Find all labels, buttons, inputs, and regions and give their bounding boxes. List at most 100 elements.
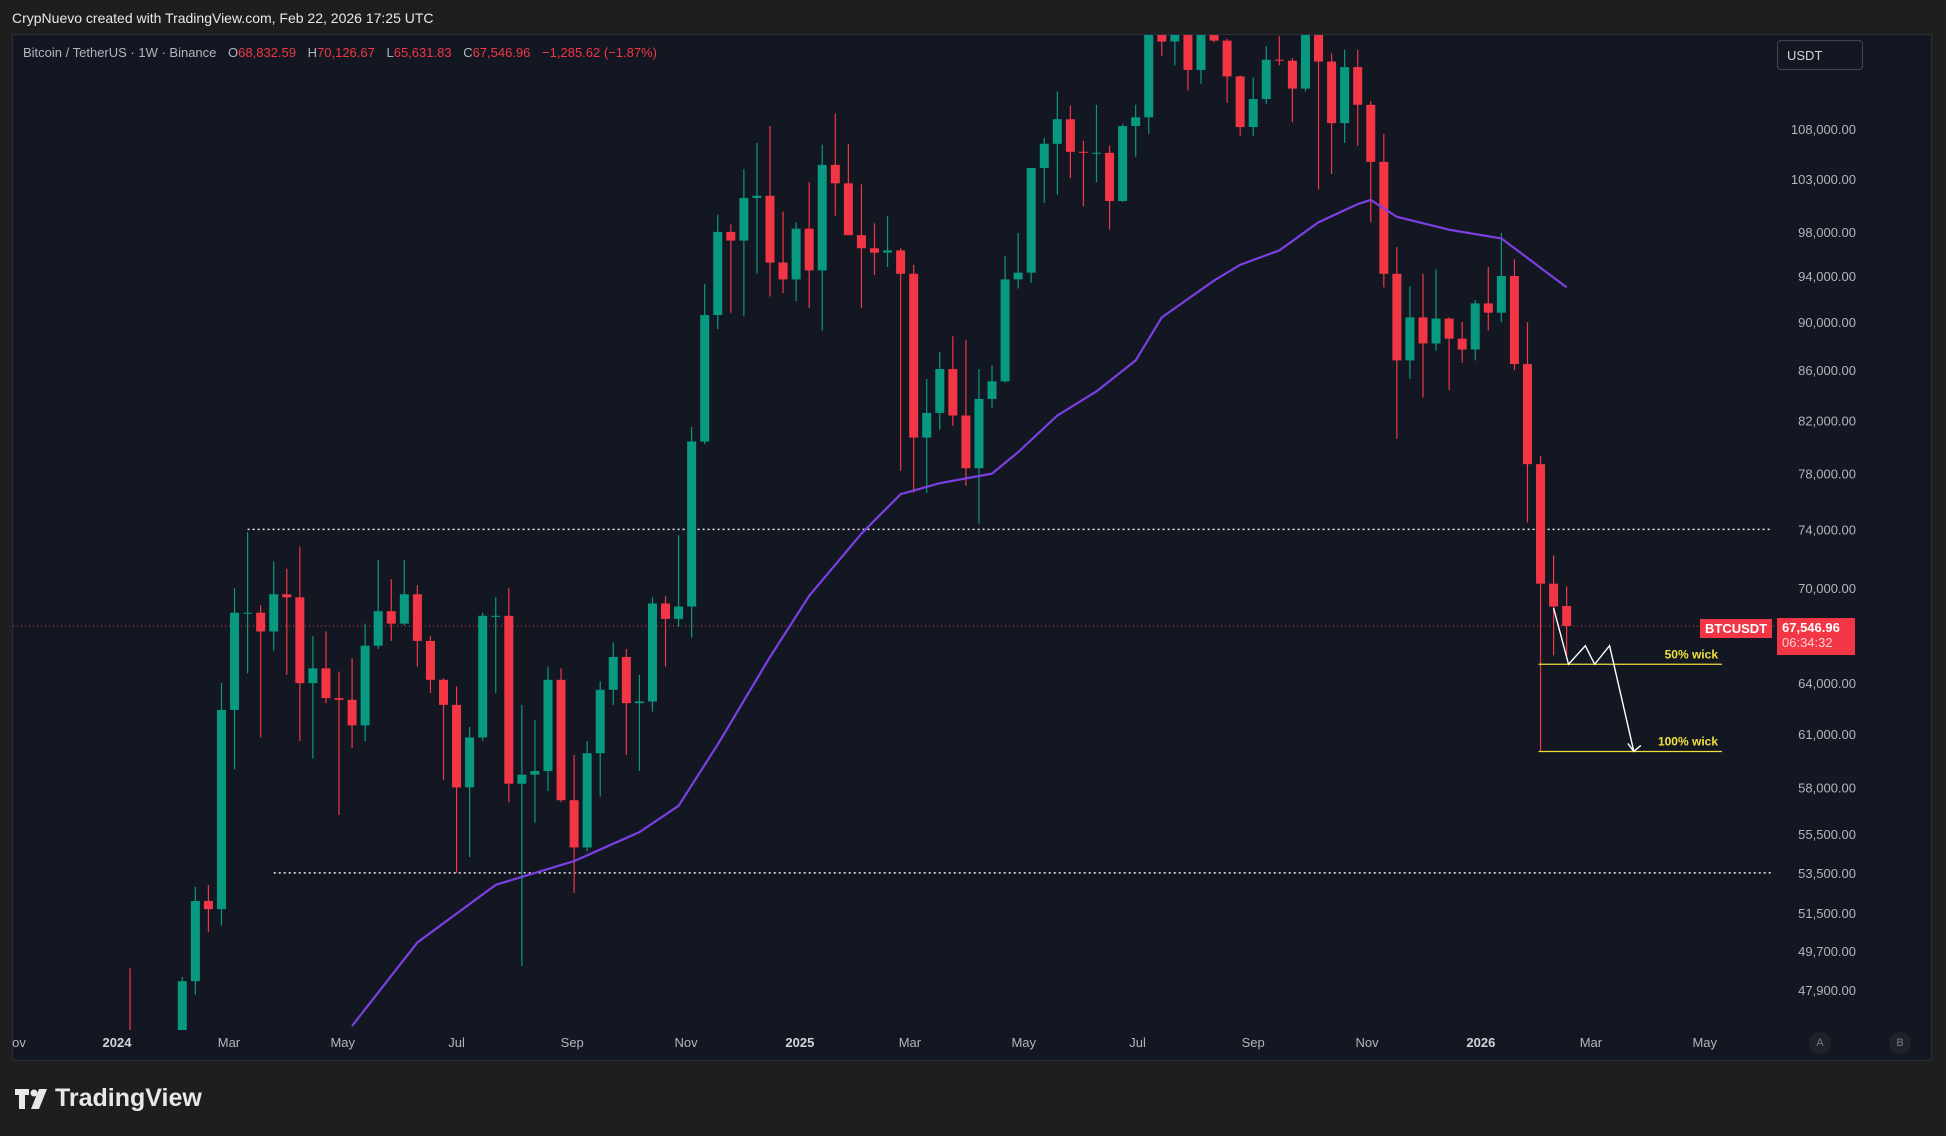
candle — [595, 681, 605, 797]
price-tick-label: 90,000.00 — [1798, 315, 1856, 330]
candle-body — [674, 606, 684, 619]
candle-body — [1274, 59, 1284, 61]
candle-body — [1196, 35, 1206, 70]
candle — [1522, 322, 1532, 523]
candle-body — [1536, 464, 1546, 584]
candle-body — [556, 679, 566, 801]
candle — [1000, 255, 1010, 383]
log-scale-button[interactable]: B — [1889, 1032, 1911, 1054]
candle-body — [282, 594, 292, 598]
price-tick-label: 82,000.00 — [1798, 414, 1856, 429]
candle — [412, 585, 422, 667]
candle — [452, 686, 462, 873]
candle-body — [399, 594, 409, 624]
candle-body — [491, 615, 501, 617]
price-tick-label: 47,900.00 — [1798, 983, 1856, 998]
wick-level-label: 50% wick — [1665, 647, 1719, 661]
price-tick-label: 70,000.00 — [1798, 581, 1856, 596]
candle — [504, 588, 514, 803]
candle-body — [909, 273, 919, 438]
candle — [425, 636, 435, 694]
candle-body — [1379, 161, 1389, 274]
candle-body — [373, 611, 383, 646]
candle-body — [778, 262, 788, 280]
candle-body — [791, 228, 801, 280]
candle-body — [1209, 35, 1219, 41]
candle-body — [1235, 76, 1245, 128]
candle-body — [1405, 317, 1415, 361]
symbol-legend: Bitcoin / TetherUS · 1W · Binance O68,83… — [23, 45, 657, 60]
price-tick-label: 61,000.00 — [1798, 727, 1856, 742]
candle — [948, 336, 958, 426]
time-tick-label: Jul — [1129, 1035, 1146, 1050]
candle-body — [386, 611, 396, 624]
candle-body — [661, 603, 671, 619]
candle — [1314, 35, 1324, 190]
candle — [817, 144, 827, 331]
candle-body — [1052, 119, 1062, 144]
price-tick-label: 103,000.00 — [1791, 172, 1856, 187]
time-axis[interactable]: ov 2024 Mar May Jul Sep Nov 2025 Mar May Jul Sep Nov… — [12, 1035, 1717, 1050]
candle — [1157, 35, 1167, 57]
price-tick-label: 78,000.00 — [1798, 467, 1856, 482]
candle-body — [530, 771, 540, 775]
candle-body — [1470, 303, 1480, 350]
candle-body — [321, 668, 331, 699]
symbol-price-tag: BTCUSDT — [1700, 619, 1773, 638]
candle — [961, 339, 971, 486]
time-tick-label: Jul — [448, 1035, 465, 1050]
candle — [1549, 555, 1559, 656]
candle-body — [843, 183, 853, 236]
candle — [1209, 35, 1219, 43]
candle-body — [687, 441, 697, 607]
candle — [1379, 133, 1389, 288]
candle-body — [256, 612, 266, 632]
candle-body — [543, 679, 553, 772]
candle-body — [804, 228, 814, 271]
candle-body — [1431, 318, 1441, 344]
candle-body — [269, 594, 279, 632]
logo-text: TradingView — [55, 1084, 202, 1112]
candle-body — [1392, 273, 1402, 361]
candle-body — [1039, 143, 1049, 168]
candle-body — [1092, 152, 1101, 154]
price-axis[interactable]: 108,000.00 103,000.00 98,000.00 94,000.00 90… — [1774, 35, 1856, 1030]
candle — [726, 224, 736, 313]
candle-body — [478, 615, 488, 738]
candle-body — [869, 248, 879, 253]
price-tick-label: 86,000.00 — [1798, 363, 1856, 378]
price-tick-label: 108,000.00 — [1791, 122, 1856, 137]
chart-panel[interactable] — [12, 34, 1932, 1061]
price-tick-label: 49,700.00 — [1798, 944, 1856, 959]
candle — [1052, 91, 1062, 195]
time-tick-label: Sep — [561, 1035, 584, 1050]
price-tick-label: 94,000.00 — [1798, 269, 1856, 284]
candle — [608, 642, 618, 705]
currency-button[interactable]: USDT — [1777, 40, 1863, 70]
candle — [216, 683, 226, 926]
candle-body — [569, 800, 579, 848]
candle-body — [1013, 272, 1023, 280]
candle — [1405, 286, 1415, 379]
candle-body — [412, 594, 422, 641]
candle — [1105, 145, 1115, 230]
time-tick-label: 2024 — [103, 1035, 133, 1050]
candle-body — [1183, 35, 1193, 70]
candle — [439, 678, 448, 781]
candle-body — [1457, 338, 1467, 350]
candle — [230, 588, 240, 770]
candle — [269, 561, 279, 651]
symbol-title[interactable]: Bitcoin / TetherUS · 1W · Binance — [23, 45, 217, 60]
candle — [190, 886, 200, 995]
candle — [700, 283, 710, 445]
candle-body — [896, 250, 906, 274]
tradingview-logo-icon — [15, 1088, 47, 1109]
candle — [1144, 35, 1154, 134]
candle-body — [1078, 151, 1088, 153]
candle — [543, 666, 553, 792]
candle — [1118, 124, 1128, 203]
time-tick-label: May — [1692, 1035, 1717, 1050]
candle-body — [1248, 99, 1258, 128]
auto-scale-button[interactable]: A — [1809, 1032, 1831, 1054]
